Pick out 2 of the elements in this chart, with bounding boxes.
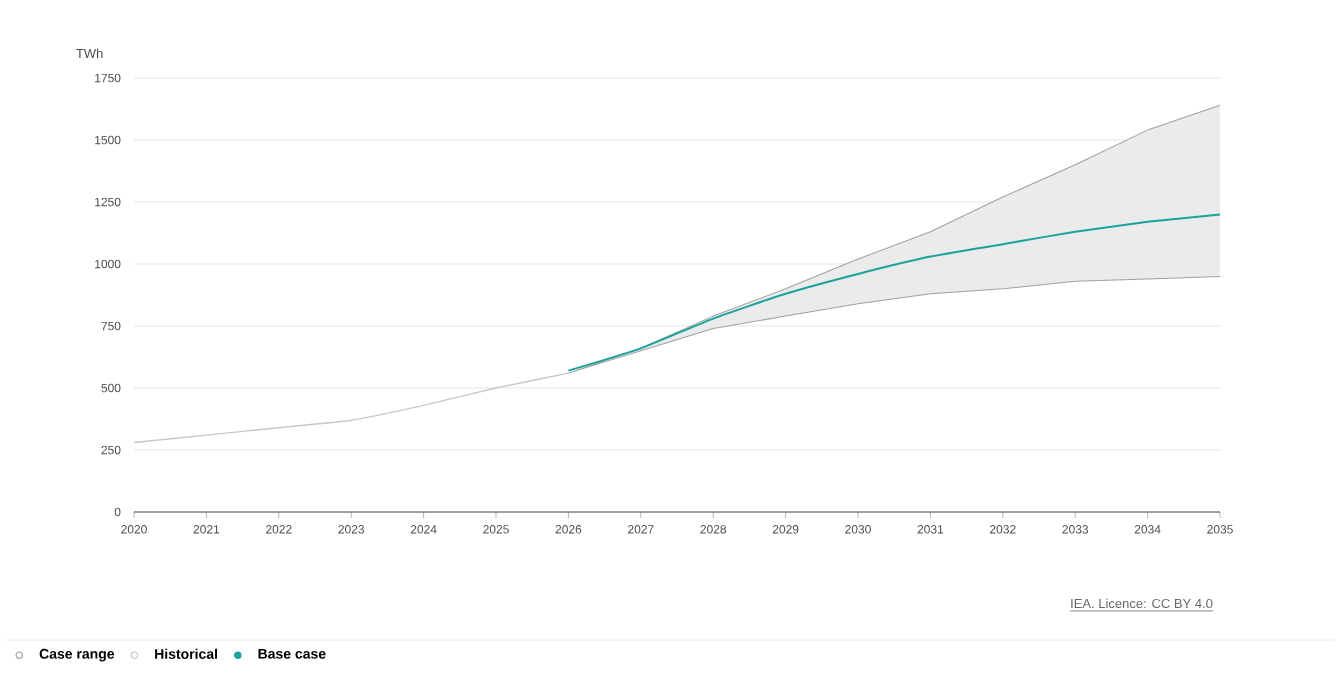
line-series bbox=[567, 213, 1221, 372]
line-series bbox=[133, 372, 570, 444]
